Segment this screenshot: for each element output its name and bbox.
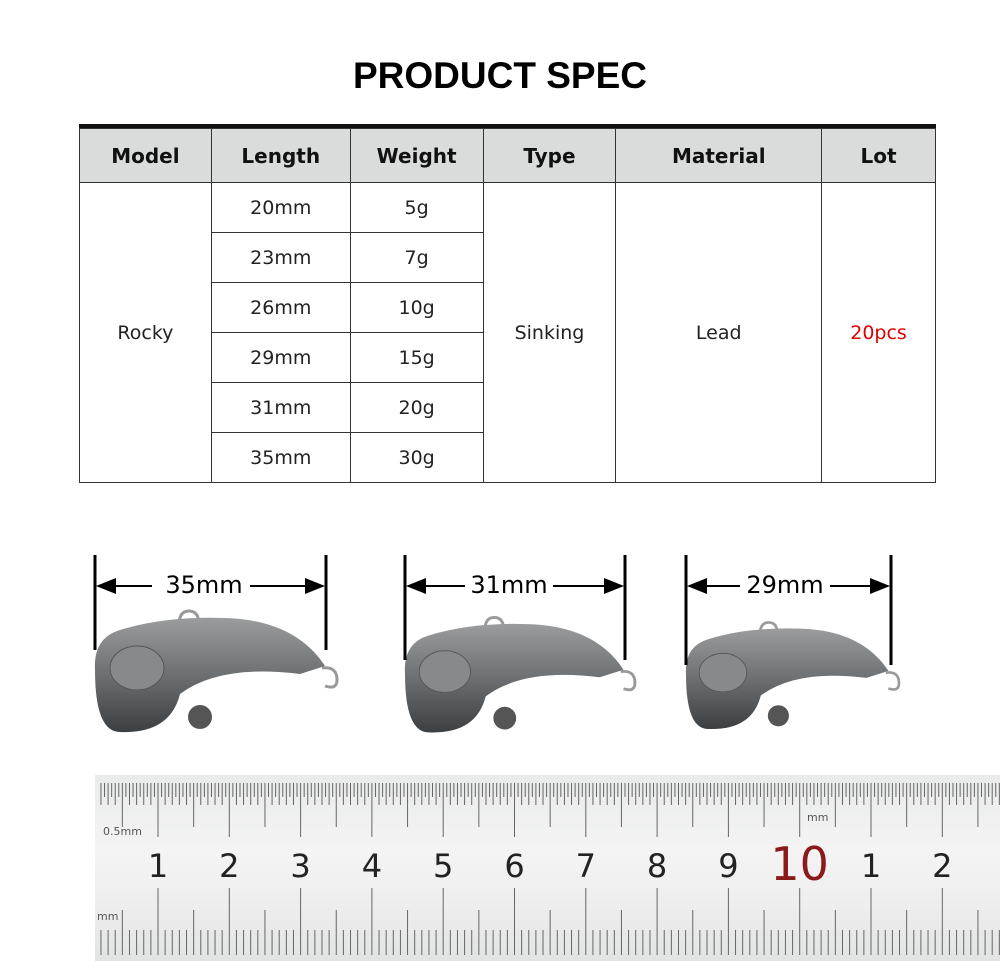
lure-photos: 35mm 31mm 29mm	[93, 555, 901, 733]
ruler-bottom-mm-label: mm	[97, 910, 119, 923]
lure-35mm	[94, 609, 339, 733]
length-cell: 29mm	[210, 332, 351, 383]
weight-cell: 20g	[349, 382, 484, 433]
ruler-number: 5	[433, 847, 454, 885]
dimension-label: 31mm	[470, 571, 547, 599]
ruler-number: 4	[361, 847, 383, 885]
table-row: Rocky 20mm 5g Sinking Lead 20pcs	[79, 182, 936, 483]
ruler-mm-label: mm	[807, 811, 829, 824]
ruler: 0.5mm mm mm 1 2 3 4 5 6 7 8 9 10 1 2	[95, 775, 1000, 961]
model-cell: Rocky	[79, 182, 212, 483]
length-cell: 31mm	[210, 382, 351, 433]
lot-cell: 20pcs	[821, 182, 936, 483]
ruler-ticks	[100, 783, 1000, 955]
header-material: Material	[615, 128, 823, 183]
lure-29mm	[685, 621, 901, 730]
ruler-number: 9	[718, 847, 739, 885]
weight-cell: 7g	[349, 232, 484, 283]
ruler-number: 1	[860, 847, 882, 885]
table-row: 31mm 20g	[80, 382, 936, 433]
header-lot: Lot	[821, 128, 936, 183]
table-top-rule	[79, 124, 936, 129]
weight-cell: 30g	[349, 432, 484, 483]
type-cell: Sinking	[482, 182, 617, 483]
dimension-29mm	[684, 555, 893, 665]
header-weight: Weight	[349, 128, 484, 183]
table-header-row: Model Length Weight Type Material Lot	[79, 128, 936, 183]
table-row: 29mm 15g	[80, 332, 936, 383]
lure-31mm	[404, 616, 637, 733]
ruler-number: 8	[646, 847, 668, 885]
weight-cell: 15g	[349, 332, 484, 383]
ruler-number: 6	[504, 847, 525, 885]
dimension-31mm	[403, 555, 627, 660]
ruler-half-mm-label: 0.5mm	[103, 825, 142, 838]
length-cell: 26mm	[210, 282, 351, 333]
length-cell: 35mm	[210, 432, 351, 483]
dimension-label: 35mm	[165, 571, 242, 599]
ruler-number: 1	[147, 847, 169, 885]
header-type: Type	[482, 128, 617, 183]
weight-cell: 5g	[349, 182, 484, 233]
spec-table: Model Length Weight Type Material Lot Ro…	[79, 128, 936, 483]
dimension-35mm	[93, 555, 328, 650]
weight-cell: 10g	[349, 282, 484, 333]
table-row: 23mm 7g	[80, 232, 936, 283]
ruler-number: 2	[219, 847, 240, 885]
ruler-number: 2	[932, 847, 953, 885]
header-length: Length	[210, 128, 351, 183]
table-row: 35mm 30g	[80, 432, 936, 483]
page-title: PRODUCT SPEC	[353, 55, 647, 96]
table-row: 26mm 10g	[80, 282, 936, 333]
ruler-number: 7	[575, 847, 596, 885]
dimension-label: 29mm	[746, 571, 823, 599]
ruler-number: 10	[770, 837, 829, 891]
material-cell: Lead	[615, 182, 823, 483]
length-cell: 23mm	[210, 232, 351, 283]
length-cell: 20mm	[210, 182, 351, 233]
ruler-number: 3	[290, 847, 311, 885]
header-model: Model	[79, 128, 212, 183]
